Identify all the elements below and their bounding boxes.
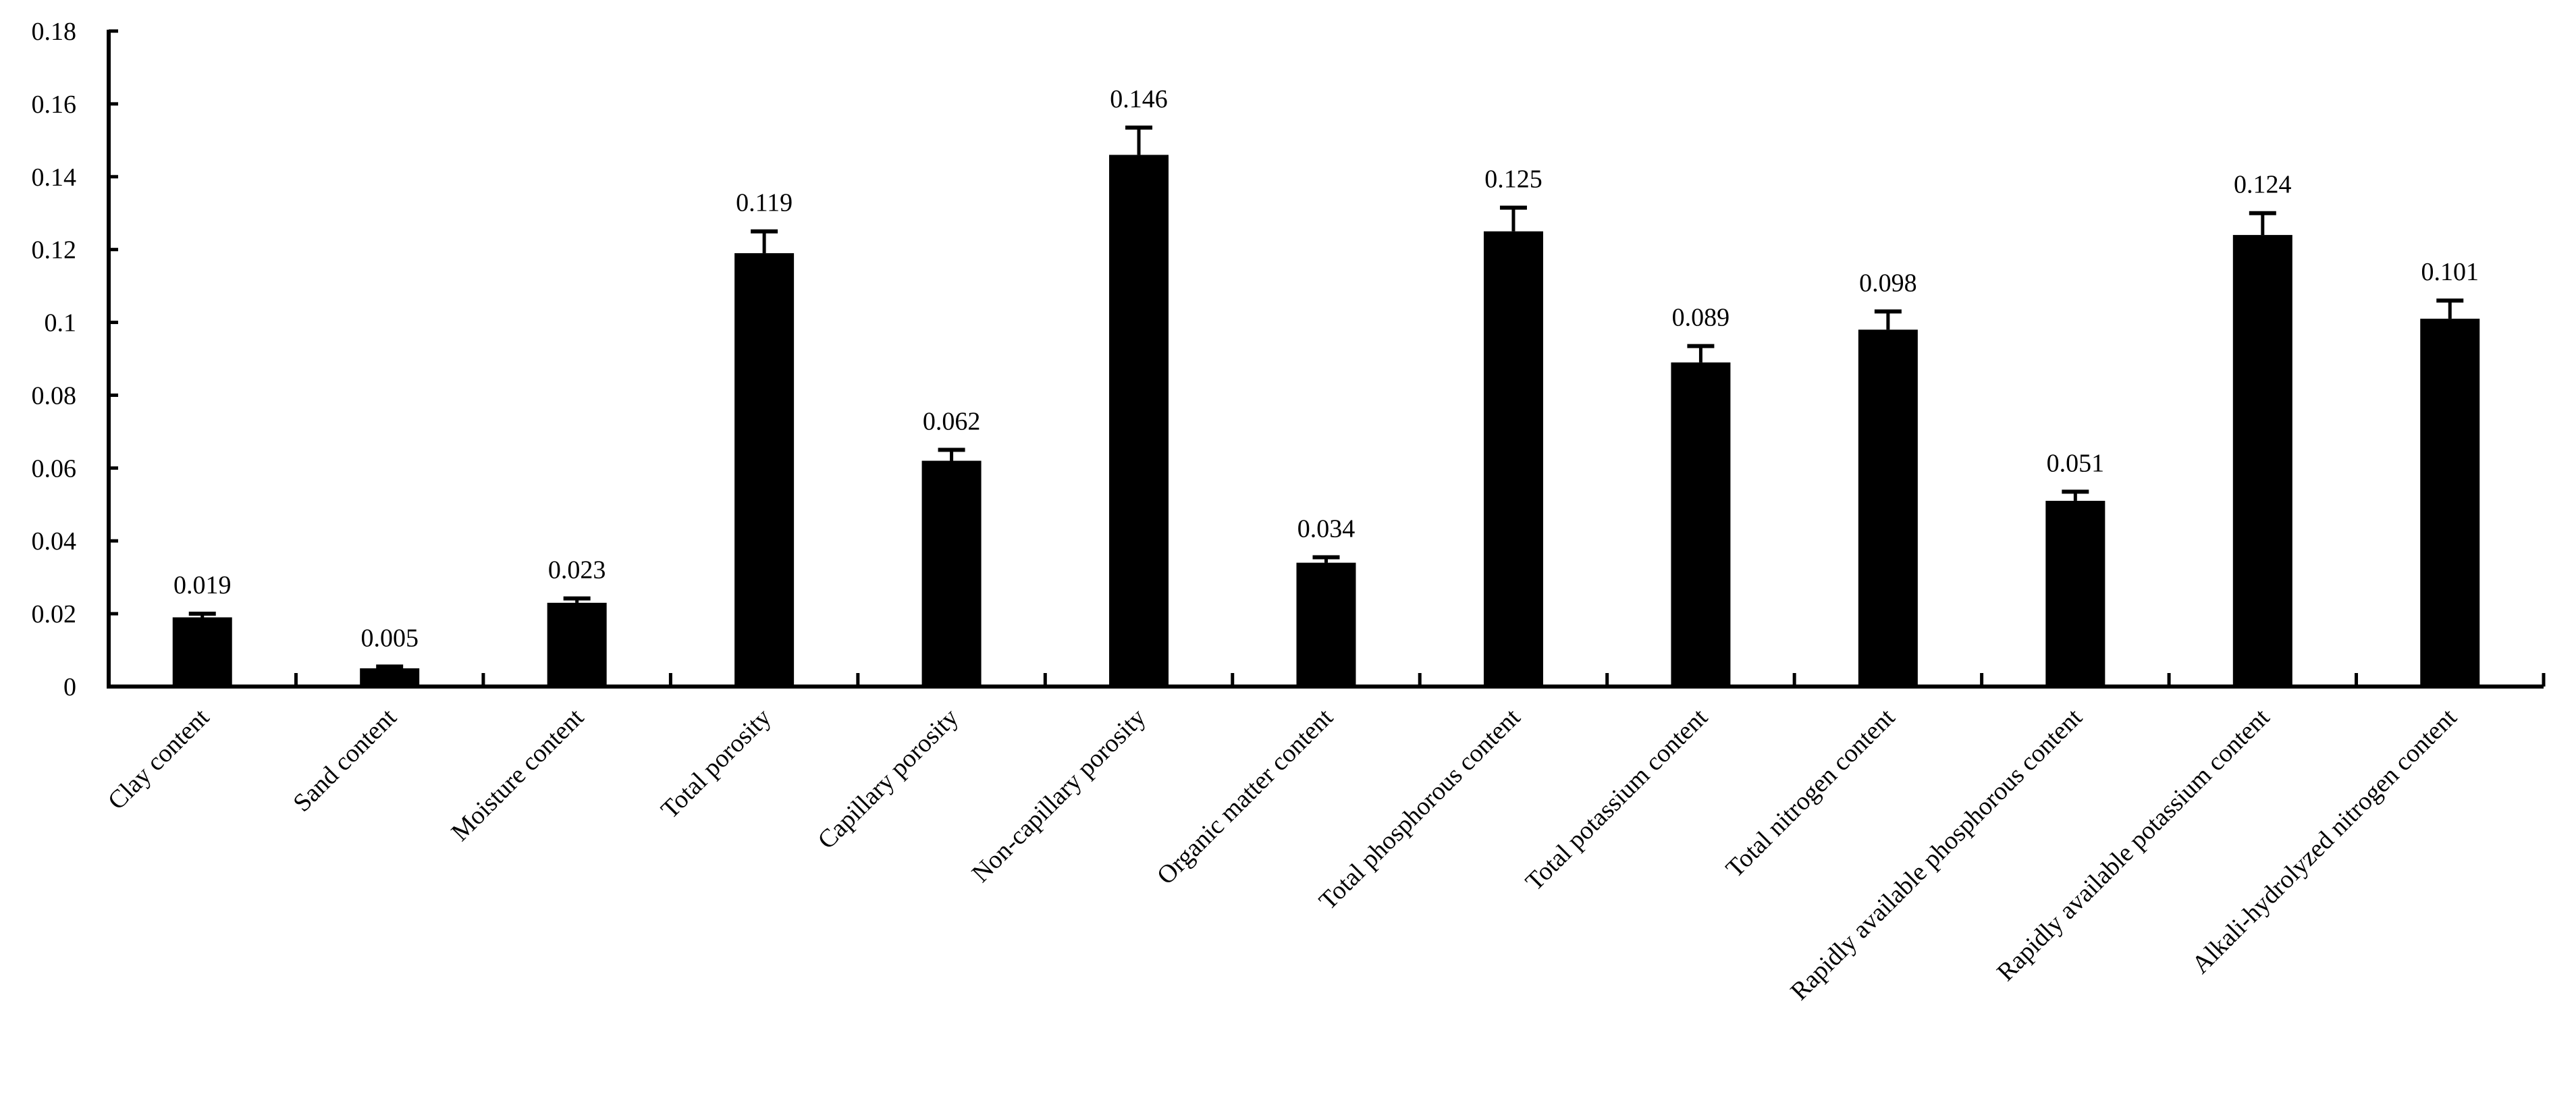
bar (1858, 329, 1918, 687)
bar (2232, 235, 2292, 687)
x-tick-label: Organic matter content (1152, 703, 1339, 890)
data-label: 0.098 (1859, 269, 1917, 297)
bar (921, 460, 982, 687)
data-label: 0.101 (2421, 258, 2479, 286)
x-tick-label: Total phosphorous content (1314, 703, 1526, 915)
y-tick-label: 0.1 (45, 309, 77, 338)
data-label: 0.005 (360, 624, 419, 652)
bars (172, 125, 2480, 687)
y-tick-label: 0.02 (32, 600, 77, 628)
bar (1109, 155, 1169, 687)
data-label: 0.125 (1484, 165, 1542, 194)
bar (547, 602, 607, 687)
x-tick-label: Capillary porosity (812, 703, 963, 855)
y-tick-label: 0.18 (32, 18, 77, 46)
data-label: 0.124 (2234, 171, 2292, 199)
data-label: 0.034 (1297, 514, 1356, 543)
labels: 0.019 Clay content 0.005 Sand content 0.023 M… (103, 85, 2479, 1006)
y-tick-label: 0.08 (32, 381, 77, 410)
x-tick-label: Rapidly available phosphorous content (1785, 703, 2088, 1006)
x-tick-label: Total potassium content (1520, 703, 1713, 896)
bar (2045, 500, 2105, 687)
x-tick-label: Clay content (103, 703, 215, 815)
x-tick-label: Total nitrogen content (1721, 703, 1901, 883)
bar (360, 668, 420, 687)
data-label: 0.146 (1110, 85, 1168, 113)
data-label: 0.062 (923, 407, 981, 435)
data-label: 0.023 (548, 556, 606, 584)
bar (2420, 319, 2480, 687)
axes: 0 0.02 0.04 0.06 0.08 0.1 0.12 0.14 0.16 0.18 (32, 18, 2546, 701)
data-label: 0.119 (736, 189, 793, 217)
x-tick-label: Total porosity (655, 703, 776, 824)
y-tick-label: 0.12 (32, 236, 77, 265)
bar (1671, 362, 1731, 687)
data-label: 0.019 (173, 571, 232, 599)
bar (734, 253, 795, 687)
y-tick-label: 0.16 (32, 90, 77, 119)
bar (1483, 231, 1543, 687)
bar (172, 617, 232, 687)
y-tick-label: 0.04 (32, 527, 77, 556)
x-tick-label: Sand content (288, 703, 402, 817)
x-tick-label: Non-capillary porosity (967, 703, 1152, 888)
y-tick-label: 0 (63, 673, 76, 701)
y-tick-label: 0.14 (32, 163, 77, 192)
data-label: 0.089 (1672, 304, 1730, 332)
x-tick-label: Moisture content (446, 703, 589, 847)
bar (1296, 562, 1356, 687)
data-label: 0.051 (2047, 449, 2105, 477)
y-tick-label: 0.06 (32, 454, 77, 483)
